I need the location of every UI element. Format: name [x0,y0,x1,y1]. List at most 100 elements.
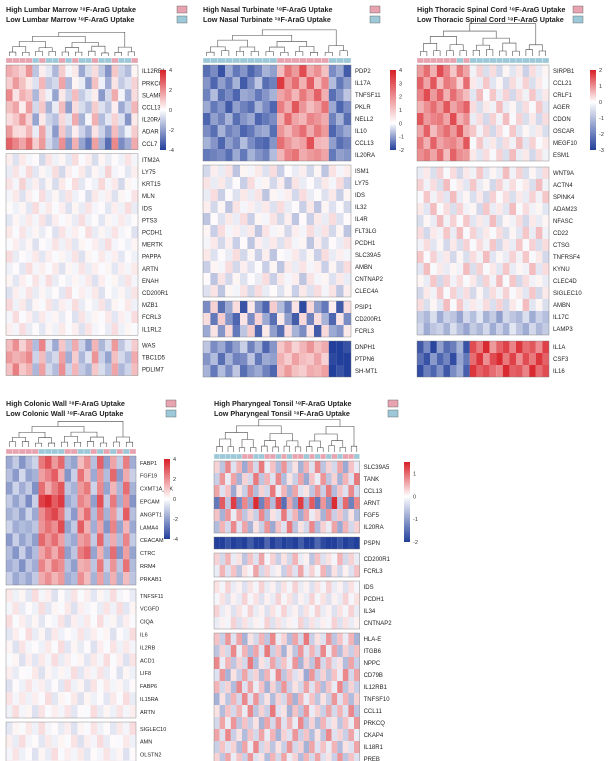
heatmap-cell [77,679,85,693]
heatmap-cell [97,468,104,482]
heatmap-cell [131,137,139,150]
heatmap-cell [225,461,231,474]
heatmap-cell [6,614,13,628]
heatmap-cell [275,669,282,682]
heatmap-cell [85,214,92,227]
heatmap-cell [32,692,39,706]
heatmap-cell [417,239,424,252]
gene-label: PKLR [355,105,371,111]
heatmap-cell [236,537,243,550]
heatmap-cell [91,250,99,263]
heatmap-cell [277,341,285,354]
heatmap-cell [72,137,79,150]
sample-group-cell [247,453,254,460]
heatmap-cell [32,601,39,615]
heatmap-cell [529,89,536,102]
heatmap-cell [210,213,218,226]
sample-group-cell [515,57,523,64]
heatmap-cell [12,734,20,748]
heatmap-cell [275,521,282,534]
heatmap-cell [326,497,332,510]
heatmap-cell [225,273,233,286]
legend: High Thoracic Spinal Cord ¹⁸F-AraG Uptak… [417,5,584,24]
heatmap-cell [298,633,304,646]
heatmap-cell [219,753,226,761]
heatmap-cell [284,353,292,366]
heatmap-cell [25,559,33,573]
gene-label: FCRL3 [355,329,375,335]
heatmap-cell [337,617,343,630]
heatmap-cell [78,363,86,376]
heatmap-cell [6,601,13,615]
heatmap-cell [502,125,510,138]
heatmap-block-frame [416,166,550,336]
heatmap-cell [529,125,536,138]
heatmap-cell [314,353,322,366]
heatmap-cell [124,65,132,78]
dendrogram-branch [116,436,130,443]
heatmap-cell [321,165,329,178]
heatmap-cell [52,65,59,78]
sample-group-cell [103,448,111,455]
heatmap-cell [258,669,265,682]
heatmap-cell [225,177,233,190]
heatmap-cell [253,461,259,474]
dendrogram-branch [528,44,543,51]
heatmap-cell [38,747,46,761]
heatmap-cell [58,101,66,114]
heatmap-cell [52,250,59,263]
heatmap-cell [90,666,98,680]
heatmap-cell [247,313,255,326]
heatmap-cell [291,89,300,102]
heatmap-cell [314,237,322,250]
heatmap-cell [516,113,523,126]
heatmap-cell [72,125,79,138]
heatmap-cell [19,601,26,615]
gene-label: IL1RL2 [142,327,162,333]
dendrogram-branch [236,425,282,434]
heatmap-cell [348,509,355,522]
heatmap-block: TNFSF11VCGFDCIQAIL6IL2RBACD1LIF8FABP6IL1… [5,588,163,719]
heatmap-cell [270,521,276,534]
sample-group-cell [239,57,248,64]
heatmap-cell [210,353,218,366]
heatmap-cell [77,572,85,586]
heatmap-cell [469,287,477,300]
heatmap-cell [342,473,349,486]
heatmap-cell [242,669,248,682]
heatmap-cell [476,227,484,240]
heatmap-cell [443,203,451,216]
heatmap-cell [25,311,33,324]
heatmap-cell [65,250,73,263]
heatmap-cell [72,214,79,227]
heatmap-cell [336,77,344,90]
heatmap-cell [443,113,451,126]
heatmap-cell [240,261,248,274]
heatmap-cell [306,89,315,102]
heatmap-cell [118,339,125,352]
gene-label: MZB1 [142,303,159,309]
heatmap-cell [522,167,530,180]
sample-group-cell [320,453,327,460]
heatmap-cell [516,125,523,138]
heatmap-cell [292,729,299,742]
heatmap-cell [542,299,550,312]
heatmap-cell [52,137,59,150]
heatmap-cell [522,191,530,204]
heatmap-cell [116,692,124,706]
gene-label: ARTN [140,710,155,716]
heatmap-cell [298,657,304,670]
heatmap-cell [309,717,315,730]
heatmap-cell [336,325,344,338]
heatmap-cell [314,165,322,178]
heatmap-cell [423,89,431,102]
heatmap-cell [509,287,517,300]
heatmap-cell [463,227,470,240]
dendrogram-branch [339,50,348,56]
gene-label: VCGFD [140,607,159,613]
heatmap-cell [417,287,424,300]
heatmap-cell [85,323,92,336]
heatmap-cell [85,311,92,324]
heatmap-cell [535,323,543,336]
